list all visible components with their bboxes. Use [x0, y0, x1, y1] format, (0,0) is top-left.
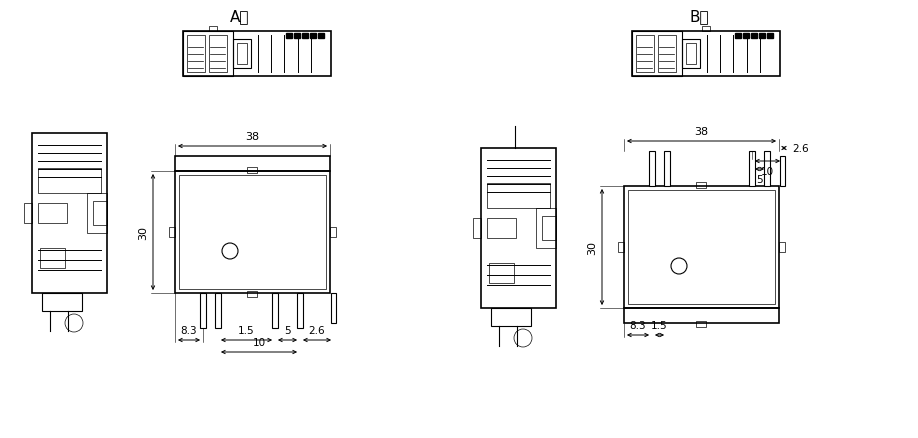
- Bar: [175, 172, 330, 293]
- Bar: [743, 34, 749, 39]
- Bar: [237, 44, 247, 65]
- Bar: [209, 36, 227, 73]
- Bar: [624, 187, 779, 308]
- Bar: [24, 204, 32, 223]
- Bar: [209, 27, 217, 32]
- Bar: [187, 36, 205, 73]
- Bar: [233, 40, 251, 69]
- Bar: [536, 208, 556, 248]
- Bar: [169, 227, 175, 237]
- Bar: [542, 216, 556, 240]
- Bar: [32, 134, 107, 293]
- Bar: [331, 293, 336, 323]
- Bar: [247, 168, 257, 173]
- Bar: [632, 32, 682, 77]
- Text: 2.6: 2.6: [792, 144, 809, 154]
- Bar: [735, 34, 741, 39]
- Text: 38: 38: [694, 127, 709, 137]
- Text: 1.5: 1.5: [651, 320, 667, 330]
- Bar: [40, 248, 65, 268]
- Bar: [42, 293, 82, 311]
- Bar: [664, 152, 670, 187]
- Bar: [183, 32, 331, 77]
- Bar: [272, 293, 278, 328]
- Text: 5: 5: [756, 175, 763, 184]
- Bar: [38, 204, 67, 223]
- Bar: [200, 293, 206, 328]
- Bar: [310, 34, 316, 39]
- Bar: [473, 219, 481, 238]
- Text: 30: 30: [587, 240, 597, 254]
- Bar: [618, 243, 624, 252]
- Bar: [767, 34, 773, 39]
- Bar: [696, 183, 706, 189]
- Bar: [286, 34, 292, 39]
- Bar: [38, 169, 101, 194]
- Bar: [749, 152, 755, 187]
- Bar: [481, 148, 556, 308]
- Bar: [247, 291, 257, 297]
- Bar: [487, 184, 550, 208]
- Bar: [759, 34, 765, 39]
- Text: 2.6: 2.6: [308, 325, 325, 335]
- Text: 38: 38: [245, 132, 260, 141]
- Bar: [686, 44, 696, 65]
- Text: 10: 10: [761, 166, 774, 177]
- Bar: [93, 201, 107, 226]
- Bar: [628, 191, 775, 304]
- Bar: [179, 176, 326, 290]
- Bar: [302, 34, 308, 39]
- Bar: [297, 293, 303, 328]
- Bar: [87, 194, 107, 233]
- Bar: [751, 34, 757, 39]
- Text: 8.3: 8.3: [181, 325, 197, 335]
- Text: 5: 5: [285, 325, 291, 335]
- Bar: [696, 321, 706, 327]
- Bar: [294, 34, 300, 39]
- Bar: [702, 27, 710, 32]
- Bar: [764, 152, 770, 187]
- Text: 30: 30: [138, 226, 148, 240]
- Bar: [487, 219, 516, 238]
- Bar: [658, 36, 676, 73]
- Text: 10: 10: [252, 337, 265, 347]
- Bar: [183, 32, 233, 77]
- Bar: [318, 34, 324, 39]
- Bar: [682, 40, 700, 69]
- Bar: [175, 157, 330, 172]
- Bar: [624, 308, 779, 323]
- Bar: [780, 157, 785, 187]
- Bar: [632, 32, 780, 77]
- Text: 8.3: 8.3: [630, 320, 646, 330]
- Bar: [649, 152, 655, 187]
- Bar: [489, 263, 514, 283]
- Bar: [491, 308, 531, 326]
- Bar: [215, 293, 221, 328]
- Text: B型: B型: [689, 9, 709, 24]
- Bar: [779, 243, 785, 252]
- Bar: [330, 227, 336, 237]
- Text: 1.5: 1.5: [238, 325, 255, 335]
- Bar: [636, 36, 654, 73]
- Text: A型: A型: [230, 9, 250, 24]
